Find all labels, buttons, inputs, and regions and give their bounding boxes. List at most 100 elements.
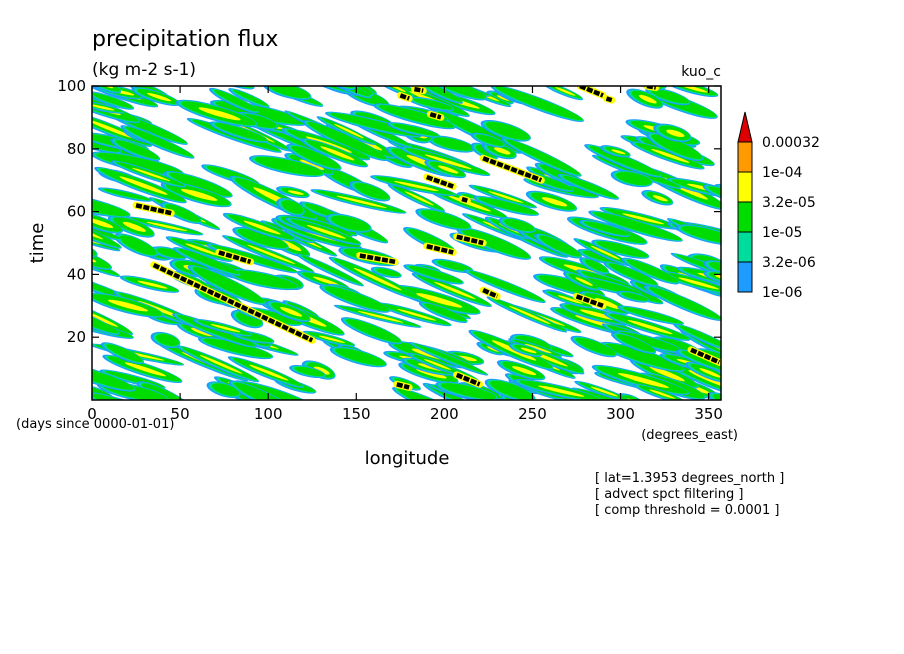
band-mid xyxy=(233,382,300,400)
colorbar-label: 1e-04 xyxy=(762,165,802,181)
y-tick-label: 60 xyxy=(67,203,86,221)
band-mid xyxy=(575,337,616,356)
y-tick-label: 80 xyxy=(67,140,86,158)
band-mid xyxy=(155,333,179,347)
band-mid xyxy=(408,265,463,283)
y-axis-units: (days since 0000-01-01) xyxy=(16,417,174,432)
heavy-event-10 xyxy=(461,196,468,203)
colorbar-label: 0.00032 xyxy=(762,135,820,151)
band-high xyxy=(137,280,168,289)
band-high xyxy=(579,309,617,321)
band-mid xyxy=(490,380,535,400)
band-mid xyxy=(584,259,608,273)
band-mid xyxy=(432,137,474,151)
band-mid xyxy=(281,200,304,214)
band-high xyxy=(313,276,340,286)
band-high xyxy=(357,311,404,323)
case-tag: kuo_c xyxy=(681,64,721,80)
band-high xyxy=(638,94,657,104)
band-high xyxy=(488,191,524,203)
heavy-event-1 xyxy=(152,262,314,343)
band-mid xyxy=(506,139,581,175)
colorbar-label: 1e-06 xyxy=(762,285,802,301)
band-high xyxy=(590,245,621,260)
band-high xyxy=(313,366,330,375)
band-high xyxy=(699,368,721,378)
band-high xyxy=(508,305,551,325)
y-axis: 20 40 60 80 100 xyxy=(57,77,721,346)
band-high xyxy=(385,86,406,93)
band-mid xyxy=(413,98,453,110)
y-tick-label: 40 xyxy=(67,265,86,283)
band-mid xyxy=(420,210,471,229)
heavy-event-16 xyxy=(605,96,613,103)
band-high xyxy=(198,107,241,121)
band-mid xyxy=(330,113,421,137)
band-mid xyxy=(626,259,679,283)
band-mid xyxy=(141,383,191,400)
band-high xyxy=(715,274,721,280)
band-high xyxy=(393,181,439,192)
band-high xyxy=(306,225,346,239)
band-high xyxy=(652,195,668,202)
band-high xyxy=(146,221,188,231)
band-mid xyxy=(233,90,269,107)
band-mid xyxy=(237,228,288,249)
band-high xyxy=(353,267,402,291)
band-mid xyxy=(584,221,630,236)
band-high xyxy=(649,366,685,382)
band-mid xyxy=(436,260,473,272)
band-mid xyxy=(605,343,684,371)
band-high xyxy=(649,389,676,399)
plot-area xyxy=(92,73,721,400)
band-high xyxy=(416,293,463,308)
x-tick-label: 100 xyxy=(254,405,283,423)
band-high xyxy=(555,87,576,96)
band-high xyxy=(180,189,218,201)
band-mid xyxy=(214,89,258,112)
band-high xyxy=(185,243,220,256)
rain-bands xyxy=(92,73,721,400)
band-mid xyxy=(478,197,538,215)
band-high xyxy=(336,195,387,208)
band-mid xyxy=(294,366,325,377)
band-mid xyxy=(92,93,133,108)
band-high xyxy=(92,119,134,139)
x-axis-units: (degrees_east) xyxy=(641,428,738,443)
band-high xyxy=(590,386,618,397)
band-high xyxy=(249,364,289,381)
band-high xyxy=(434,281,476,300)
band-mid xyxy=(156,248,186,259)
band-mid xyxy=(678,325,721,351)
band-mid xyxy=(596,241,648,258)
heavy-event-15 xyxy=(579,86,604,98)
band-mid xyxy=(211,245,297,272)
colorbar-label: 3.2e-05 xyxy=(762,195,816,211)
band-mid xyxy=(103,188,151,201)
heavy-event-18 xyxy=(575,294,604,308)
band-mid xyxy=(461,228,530,258)
band-mid xyxy=(495,86,583,121)
band-high xyxy=(651,148,690,163)
band-mid xyxy=(169,172,232,196)
band-high xyxy=(214,73,244,86)
band-high xyxy=(199,354,243,374)
band-high xyxy=(557,295,583,304)
note-threshold: [ comp threshold = 0.0001 ] xyxy=(595,503,779,518)
heavy-event-4 xyxy=(359,253,396,265)
band-mid xyxy=(616,171,652,186)
band-mid xyxy=(392,123,439,136)
band-high xyxy=(404,191,434,206)
band-high xyxy=(541,197,568,207)
colorbar-swatch xyxy=(737,171,753,203)
x-axis-label: longitude xyxy=(365,448,450,469)
band-mid xyxy=(378,105,455,128)
band-mid xyxy=(397,388,474,400)
band-high xyxy=(92,246,97,263)
band-mid xyxy=(346,319,401,343)
band-mid xyxy=(92,207,121,240)
band-high xyxy=(524,343,552,354)
heavy-event-8 xyxy=(429,112,442,120)
note-filtering: [ advect spct filtering ] xyxy=(595,487,743,502)
